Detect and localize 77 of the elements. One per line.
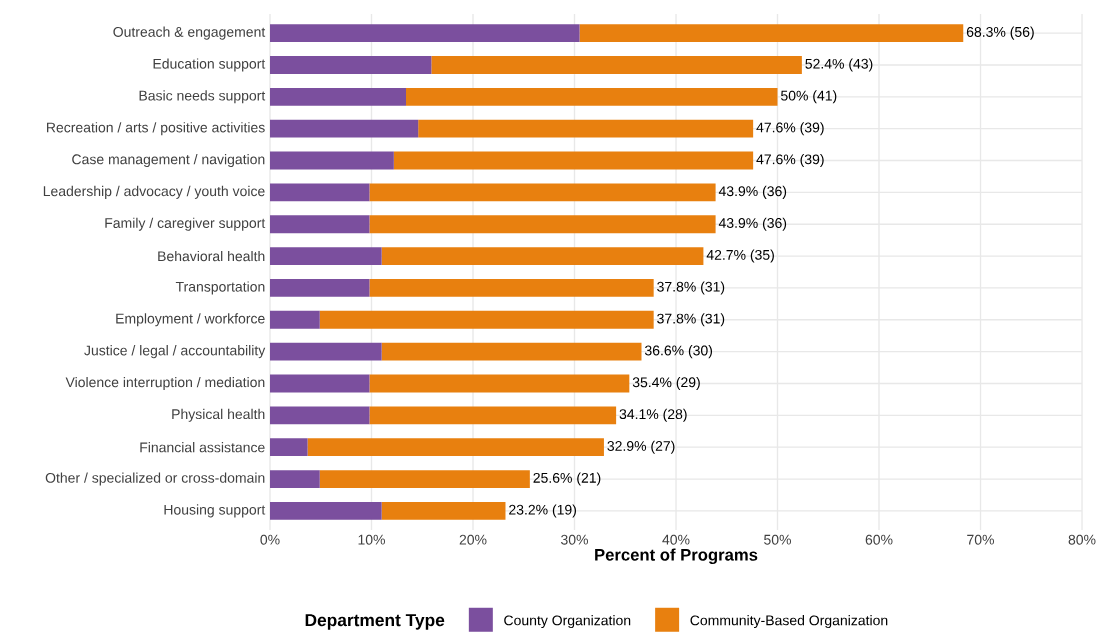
bar — [406, 87, 778, 106]
y-tick-label: Financial assistance — [140, 442, 265, 453]
bar — [270, 215, 370, 234]
bar — [270, 87, 407, 106]
total-label: 47.6% (39) — [756, 154, 824, 168]
bar — [369, 279, 654, 297]
bar — [381, 501, 506, 520]
x-tick-label: 10% — [358, 534, 385, 545]
y-tick-label: Recreation / arts / positive activities — [47, 122, 265, 136]
total-label: 52.4% (43) — [805, 58, 873, 72]
bar — [270, 406, 370, 425]
bar — [393, 151, 754, 170]
y-tick-label: Other / specialized or cross-domain — [45, 472, 265, 486]
total-label: 50% (41) — [781, 90, 837, 104]
bar — [270, 501, 382, 520]
x-axis-title: Percent of Programs — [595, 548, 758, 565]
legend-title: Department Type — [305, 614, 445, 630]
bar — [579, 24, 964, 43]
total-label: 34.1% (28) — [619, 408, 687, 422]
bar — [381, 247, 704, 265]
y-tick-label: Physical health — [172, 408, 265, 422]
bar — [270, 119, 419, 138]
bar — [270, 342, 382, 361]
bar — [381, 342, 642, 361]
bar — [369, 406, 617, 425]
x-tick-label: 50% — [764, 534, 791, 545]
x-tick-label: 70% — [967, 534, 995, 545]
total-label: 36.6% (30) — [644, 345, 713, 359]
bar — [270, 279, 370, 297]
bar — [418, 119, 754, 138]
x-tick-label: 20% — [459, 534, 487, 545]
y-tick-label: Behavioral health — [158, 250, 265, 262]
bar — [270, 151, 394, 170]
bar — [270, 56, 432, 74]
legend-label: County Organization — [504, 615, 631, 629]
bar — [270, 310, 320, 329]
total-label: 42.7% (35) — [706, 249, 774, 263]
legend-label: Community-Based Organization — [690, 615, 888, 629]
total-label: 43.9% (36) — [718, 217, 787, 231]
bar — [319, 470, 530, 488]
bar — [270, 24, 580, 43]
bar — [431, 56, 802, 74]
bar — [369, 183, 716, 202]
y-tick-label: Employment / workforce — [116, 313, 265, 327]
y-tick-label: Family / caregiver support — [105, 217, 266, 231]
total-label: 37.8% (31) — [657, 313, 725, 327]
x-tick-label: 40% — [662, 534, 690, 545]
y-tick-label: Transportation — [175, 281, 265, 295]
total-label: 32.9% (27) — [607, 440, 675, 454]
bar — [369, 215, 716, 234]
bar — [270, 247, 382, 265]
bar — [270, 374, 370, 393]
y-tick-label: Justice / legal / accountability — [84, 345, 266, 359]
total-label: 43.9% (36) — [718, 185, 787, 199]
y-tick-label: Education support — [153, 58, 266, 72]
total-label: 35.4% (29) — [632, 376, 700, 391]
y-tick-label: Outreach & engagement — [113, 26, 266, 40]
bar — [270, 438, 308, 457]
y-tick-label: Housing support — [164, 504, 266, 518]
x-tick-label: 0% — [260, 534, 280, 545]
bar — [307, 438, 604, 457]
y-tick-label: Violence interruption / mediation — [65, 376, 265, 391]
bar — [270, 183, 370, 202]
x-tick-label: 60% — [865, 534, 893, 545]
x-tick-label: 80% — [1068, 534, 1096, 545]
y-tick-label: Basic needs support — [139, 90, 266, 104]
total-label: 37.8% (31) — [657, 281, 725, 295]
total-label: 25.6% (21) — [533, 472, 601, 486]
total-label: 23.2% (19) — [509, 504, 576, 518]
y-tick-label: Case management / navigation — [72, 154, 265, 168]
total-label: 68.3% (56) — [966, 26, 1034, 40]
bar — [270, 470, 320, 488]
bar — [319, 310, 654, 329]
bar — [369, 374, 630, 393]
x-tick-label: 30% — [561, 534, 588, 545]
total-label: 47.6% (39) — [756, 122, 824, 136]
y-tick-label: Leadership / advocacy / youth voice — [43, 185, 265, 199]
